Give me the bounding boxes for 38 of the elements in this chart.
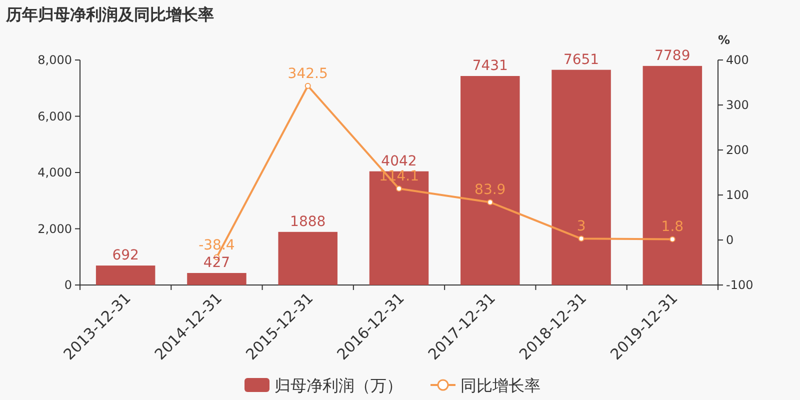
data-label: 4042 (381, 153, 417, 170)
y-tick-label: 0 (64, 278, 72, 292)
data-label: 7651 (563, 52, 600, 68)
y-tick-label: 2,000 (38, 222, 72, 236)
data-label: 692 (112, 248, 139, 264)
legend-label: 同比增长率 (460, 376, 540, 395)
y-tick-label: 8,000 (38, 53, 72, 67)
data-label: 427 (203, 254, 230, 271)
bar (187, 272, 246, 285)
legend-label: 归母净利润（万） (274, 376, 402, 395)
y2-tick-label: 300 (726, 98, 749, 112)
y-tick-label: 4,000 (38, 166, 72, 180)
data-label: 7789 (654, 48, 690, 64)
bar (642, 66, 702, 285)
y2-tick-label: 400 (726, 53, 749, 67)
bar (96, 266, 156, 285)
data-label: 83.9 (474, 182, 506, 198)
chart-title: 历年归母净利润及同比增长率 (5, 5, 214, 24)
bar (460, 76, 520, 285)
y2-tick-label: 0 (726, 233, 734, 247)
bar (369, 171, 429, 285)
bar (552, 70, 611, 285)
data-label: 7431 (472, 58, 508, 74)
point (487, 199, 494, 206)
y-tick-label: 6,000 (38, 109, 72, 124)
y2-axis-title: % (718, 33, 730, 47)
data-label: 342.5 (288, 66, 328, 82)
point (578, 236, 584, 242)
point (396, 186, 402, 192)
data-label: 1888 (290, 214, 326, 230)
data-label: 3 (576, 218, 586, 235)
bar (278, 232, 338, 285)
y2-tick-label: 100 (726, 188, 749, 202)
y2-tick-label: -100 (726, 278, 754, 292)
y2-tick-label: 200 (726, 143, 749, 157)
data-label: 1.8 (661, 219, 684, 236)
point (304, 82, 311, 89)
point (669, 236, 676, 242)
